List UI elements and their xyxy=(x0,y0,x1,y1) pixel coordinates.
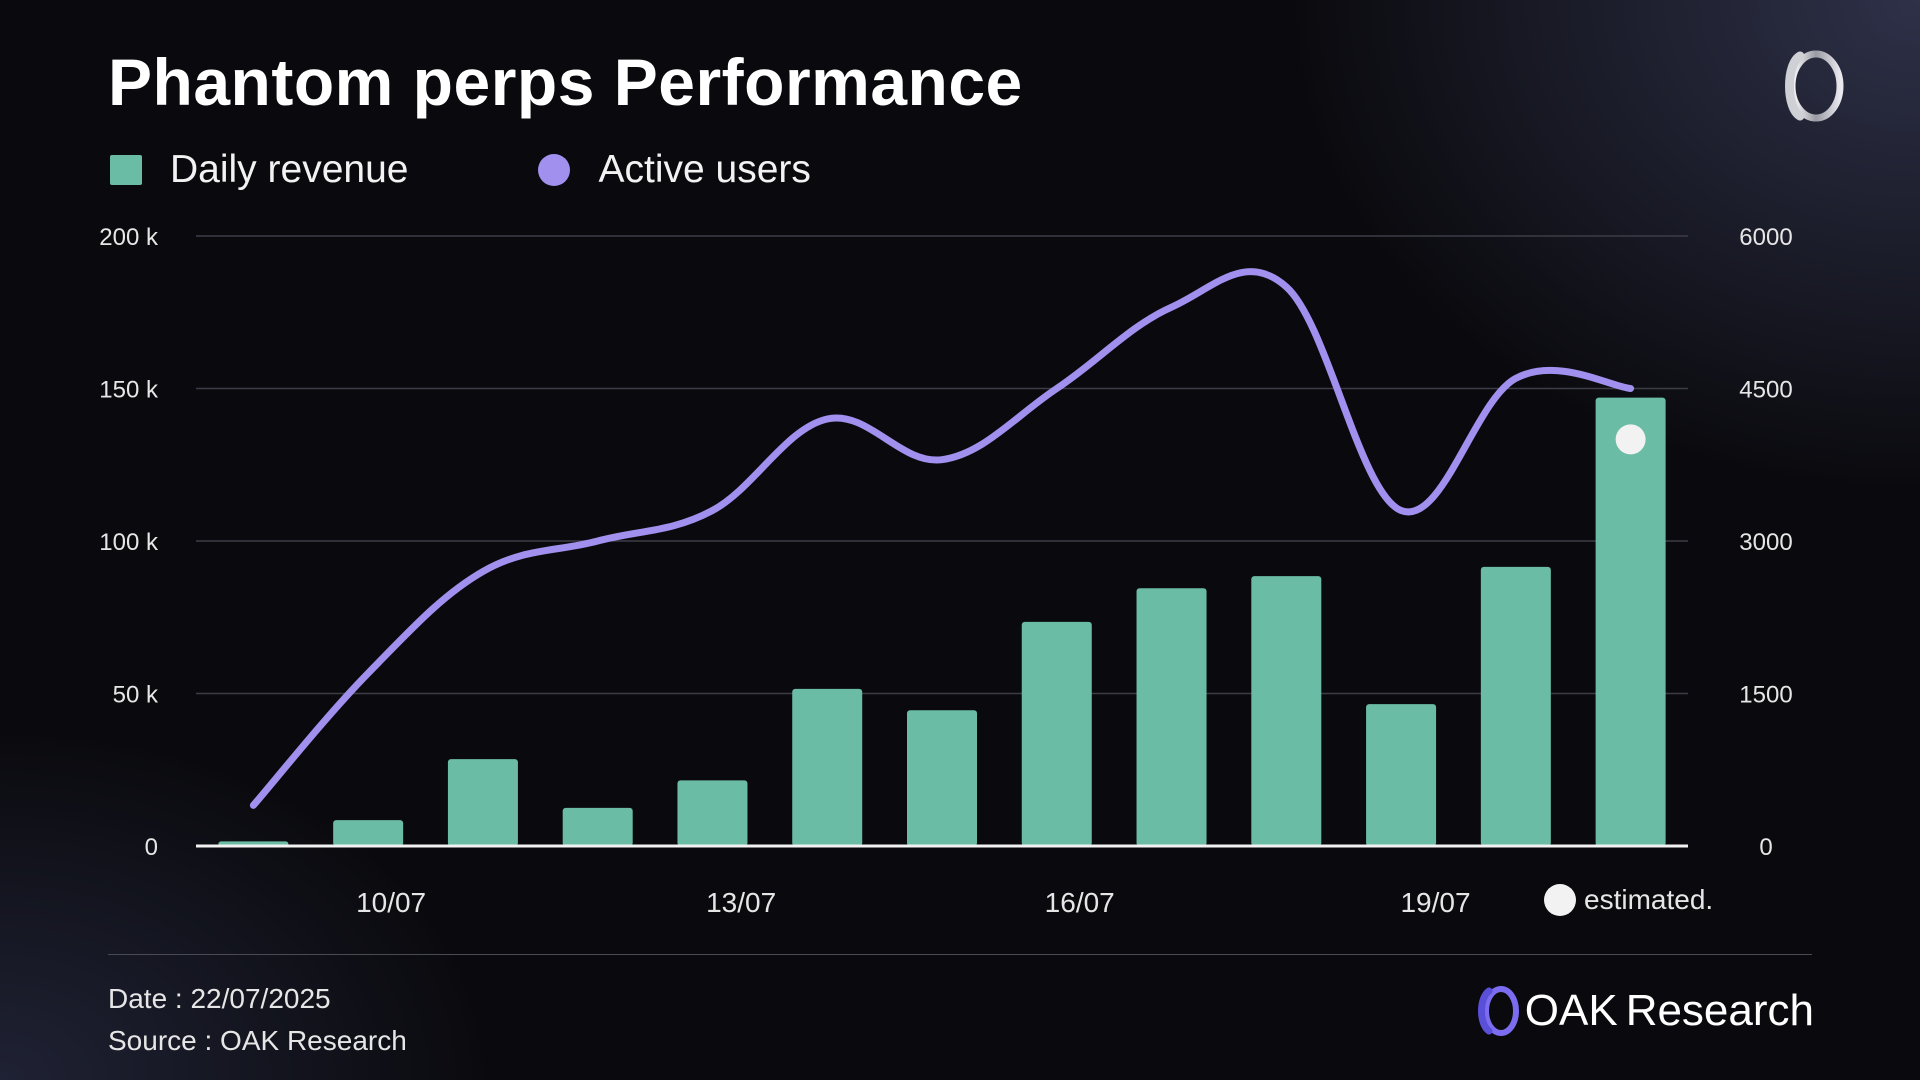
legend-revenue-label: Daily revenue xyxy=(170,148,409,191)
x-tick-label: 13/07 xyxy=(706,887,776,918)
brand-logo: OAK Research xyxy=(1475,986,1814,1036)
y-right-tick-label: 6000 xyxy=(1739,224,1792,251)
estimated-marker-icon xyxy=(1544,884,1576,916)
revenue-bar xyxy=(447,759,518,846)
revenue-bar xyxy=(1366,704,1437,846)
y-right-tick-label: 3000 xyxy=(1739,529,1792,556)
y-right-tick-label: 1500 xyxy=(1739,682,1792,709)
revenue-bar xyxy=(1251,576,1322,846)
revenue-bar xyxy=(907,710,977,846)
revenue-bar xyxy=(1136,588,1207,846)
footer-info: Date : 22/07/2025 Source : OAK Research xyxy=(108,978,407,1062)
y-left-tick-label: 50 k xyxy=(113,682,159,709)
combo-chart: 0 50 k 100 k 150 k 200 k 0 1500 3000 4500 6000 10/… xyxy=(99,224,1792,918)
revenue-bar xyxy=(333,820,404,846)
revenue-bar xyxy=(1480,566,1551,846)
footer-source: Source : OAK Research xyxy=(108,1025,407,1056)
footer-divider xyxy=(108,954,1812,955)
y-left-tick-label: 0 xyxy=(145,834,158,861)
page-title: Phantom perps Performance xyxy=(108,45,1023,119)
estimated-point xyxy=(1615,424,1646,455)
y-right-tick-label: 0 xyxy=(1759,834,1772,861)
legend-item-revenue: Daily revenue xyxy=(110,148,408,192)
y-left-tick-label: 100 k xyxy=(99,529,159,556)
brand-name-rest: Research xyxy=(1625,986,1814,1035)
chart-legend: Daily revenue Active users xyxy=(110,148,941,192)
revenue-bar xyxy=(677,780,748,846)
footer-date: Date : 22/07/2025 xyxy=(108,983,331,1014)
revenue-bar xyxy=(792,688,863,846)
legend-users-label: Active users xyxy=(598,148,811,191)
estimated-note-label: estimated. xyxy=(1584,884,1714,915)
revenue-bar xyxy=(1021,621,1092,846)
legend-item-users: Active users xyxy=(538,148,811,192)
brand-name-bold: OAK xyxy=(1524,986,1618,1035)
active-users-line xyxy=(249,268,1635,809)
revenue-bar xyxy=(1595,397,1666,846)
y-right-tick-label: 4500 xyxy=(1739,377,1792,404)
y-left-tick-label: 200 k xyxy=(99,224,159,251)
y-left-tick-label: 150 k xyxy=(99,377,159,404)
x-tick-label: 10/07 xyxy=(356,887,426,918)
users-swatch xyxy=(538,154,571,186)
oak-logo-icon xyxy=(1785,50,1844,122)
estimated-note: estimated. xyxy=(1544,884,1713,916)
oak-brand-icon xyxy=(1477,986,1519,1036)
x-tick-label: 16/07 xyxy=(1045,887,1115,918)
x-tick-label: 19/07 xyxy=(1400,887,1470,918)
revenue-swatch xyxy=(110,155,142,185)
revenue-bar xyxy=(562,807,633,846)
